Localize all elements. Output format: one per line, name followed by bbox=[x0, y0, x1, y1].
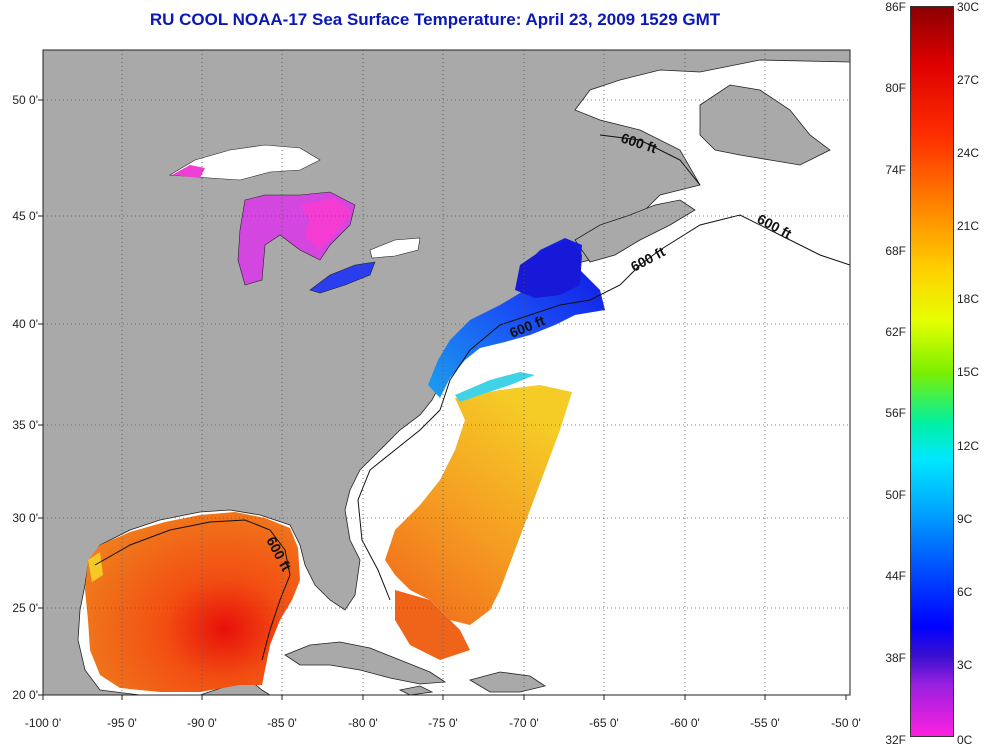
x-tick-label: -90 0' bbox=[187, 716, 217, 730]
colorbar-f-label: 62F bbox=[885, 325, 906, 339]
gulf-yellow-edge bbox=[88, 552, 103, 582]
y-tick-label: 50 0' bbox=[12, 93, 38, 107]
x-tick-label: -80 0' bbox=[348, 716, 378, 730]
colorbar-c-label: 18C bbox=[957, 292, 980, 306]
colorbar-c-label: 0C bbox=[957, 733, 973, 747]
gulf-of-mexico-sst bbox=[85, 512, 300, 692]
colorbar-f-label: 80F bbox=[885, 81, 906, 95]
lake-superior bbox=[169, 144, 321, 181]
map-frame bbox=[42, 49, 851, 696]
isobath-600ft-florida bbox=[357, 409, 441, 601]
y-tick-label: 35 0' bbox=[12, 418, 38, 432]
colorbar-f-label: 44F bbox=[885, 569, 906, 583]
colorbar-c-label: 12C bbox=[957, 439, 980, 453]
y-tick-label: 40 0' bbox=[12, 317, 38, 331]
lake-erie bbox=[309, 261, 376, 294]
temperature-colorbar bbox=[910, 6, 954, 737]
y-tick-label: 45 0' bbox=[12, 209, 38, 223]
x-tick-label: -65 0' bbox=[589, 716, 619, 730]
colorbar-f-label: 68F bbox=[885, 244, 906, 258]
cuba-land bbox=[284, 641, 447, 685]
gulf-of-maine-sst bbox=[515, 240, 582, 298]
lake-superior-sst bbox=[172, 165, 205, 178]
lake-ontario bbox=[369, 237, 421, 259]
colorbar-c-label: 6C bbox=[957, 585, 973, 599]
y-tick-label: 20 0' bbox=[12, 688, 38, 702]
x-tick-label: -70 0' bbox=[509, 716, 539, 730]
isobath-600ft-atlantic bbox=[439, 214, 850, 411]
x-tick-label: -95 0' bbox=[107, 716, 137, 730]
x-tick-label: -55 0' bbox=[750, 716, 780, 730]
colorbar-f-label: 38F bbox=[885, 651, 906, 665]
colorbar-c-label: 30C bbox=[957, 0, 980, 14]
x-tick-label: -60 0' bbox=[670, 716, 700, 730]
colorbar-c-label: 24C bbox=[957, 146, 980, 160]
colorbar-c-label: 15C bbox=[957, 365, 980, 379]
x-tick-label: -75 0' bbox=[428, 716, 458, 730]
colorbar-f-label: 32F bbox=[885, 733, 906, 747]
lake-huron-sst bbox=[300, 198, 352, 250]
colorbar-f-label: 50F bbox=[885, 488, 906, 502]
newfoundland-land bbox=[699, 84, 831, 166]
x-tick-label: -85 0' bbox=[267, 716, 297, 730]
atlantic-warm-sst bbox=[385, 385, 572, 625]
y-tick-label: 30 0' bbox=[12, 511, 38, 525]
nova-scotia-land bbox=[574, 199, 696, 263]
shelf-edge-cyan bbox=[455, 372, 535, 402]
x-tick-label: -100 0' bbox=[24, 716, 62, 730]
y-tick-label: 25 0' bbox=[12, 601, 38, 615]
map-title: RU COOL NOAA-17 Sea Surface Temperature:… bbox=[149, 10, 721, 29]
isobath-600ft-gulf bbox=[94, 519, 291, 661]
colorbar-c-label: 9C bbox=[957, 512, 973, 526]
grid-lines bbox=[43, 50, 850, 695]
jamaica-land bbox=[398, 685, 434, 695]
colorbar-f-label: 86F bbox=[885, 0, 906, 14]
isobath-600ft-labrador bbox=[599, 134, 701, 186]
bahamas-sst bbox=[395, 590, 470, 660]
colorbar-c-label: 3C bbox=[957, 658, 973, 672]
x-tick-label: -50 0' bbox=[831, 716, 861, 730]
colorbar-c-label: 21C bbox=[957, 219, 980, 233]
colorbar-f-label: 56F bbox=[885, 406, 906, 420]
colorbar-c-label: 27C bbox=[957, 73, 980, 87]
colorbar-f-label: 74F bbox=[885, 163, 906, 177]
hispaniola-land bbox=[468, 671, 546, 693]
